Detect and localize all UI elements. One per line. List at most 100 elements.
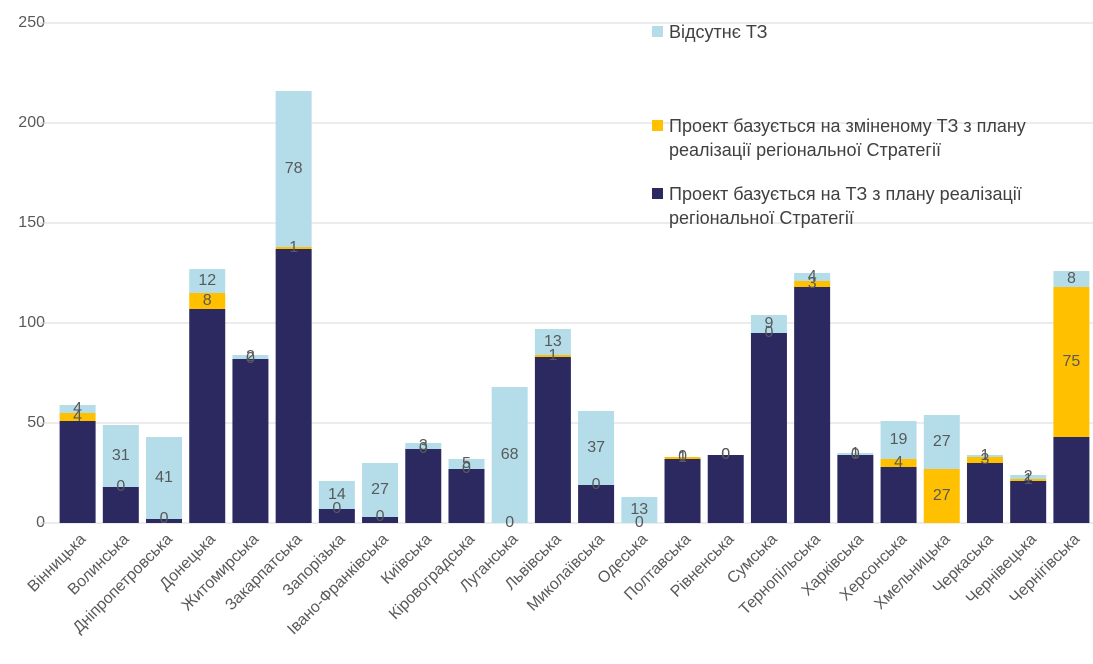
y-tick-label: 150 [18,214,45,231]
data-label: 9 [764,315,773,332]
x-tick-label: Миколаївська [524,531,608,615]
bar-segment [578,411,615,485]
y-tick-label: 50 [27,414,45,431]
data-label: 8 [203,292,212,309]
bar-segment [794,281,831,287]
data-label: 0 [721,446,730,463]
data-label: 1 [981,447,990,464]
legend-swatch [652,26,663,37]
bar-segment [1053,271,1090,287]
data-label: 0 [376,508,385,525]
data-label: 3 [808,275,817,292]
data-label: 0 [635,514,644,531]
data-label: 3 [419,437,428,454]
data-label: 3 [981,451,990,468]
bar-segment [448,459,485,469]
y-tick-label: 200 [18,114,45,131]
bar-segment [405,449,442,523]
bar-segment [275,91,312,247]
bar-segment [1010,481,1047,523]
bar-segment [837,453,874,455]
data-label: 8 [1067,270,1076,287]
data-label: 4 [73,400,82,417]
data-label: 27 [933,433,951,450]
bar-segment [146,437,183,519]
bar-segment [59,421,96,523]
bar-segment [750,333,787,523]
bar-segment [189,309,226,523]
y-tick-label: 100 [18,314,45,331]
data-label: 0 [332,500,341,517]
bar-segment [491,387,528,523]
x-tick-label: Хмельницька [871,531,953,613]
data-label: 0 [116,478,125,495]
data-label: 1 [289,239,298,256]
data-label: 2 [1024,468,1033,485]
bar-segment [880,467,917,523]
bar-segment [707,455,744,523]
data-label: 0 [160,510,169,527]
bar-segment [362,517,399,523]
data-label: 1 [1024,471,1033,488]
bar-segment [923,415,960,469]
bar-segment [880,421,917,459]
bar-segment [362,463,399,517]
legend-label: Проект базується на ТЗ з плану реалізаці… [669,184,1022,228]
data-label: 0 [462,460,471,477]
data-label: 0 [851,446,860,463]
bar-segment [102,425,139,487]
data-label: 5 [462,455,471,472]
data-label: 12 [198,272,216,289]
bar-segment [59,413,96,421]
data-label: 14 [328,486,346,503]
legend-label: Проект базується на зміненому ТЗ з плану… [669,116,1026,160]
data-label: 0 [246,350,255,367]
data-label: 19 [890,431,908,448]
data-label: 31 [112,447,130,464]
data-label: 4 [73,408,82,425]
bar-segment [318,481,355,509]
data-label: 13 [630,501,648,518]
bar-segment [189,293,226,309]
bar-segment [966,457,1003,463]
bar-segment [189,269,226,293]
bar-segment [966,455,1003,457]
bar-segment [146,519,183,523]
bar-segment [534,357,571,523]
data-label: 4 [808,268,817,285]
data-label: 13 [544,333,562,350]
bar-segment [275,249,312,523]
data-label: 1 [548,347,557,364]
bar-segment [275,247,312,249]
bar-segment [534,329,571,355]
bar-segment [59,405,96,413]
bar-segment [448,469,485,523]
bar-segment [232,355,269,359]
bar-segment [794,287,831,523]
legend-entry: Відсутнє ТЗ [652,20,1092,44]
bar-segment [664,459,701,523]
data-label: 4 [894,454,903,471]
legend-entry: Проект базується на зміненому ТЗ з плану… [652,114,1092,162]
data-label: 68 [501,446,519,463]
legend-swatch [652,120,663,131]
x-tick-label: Закарпатська [222,531,305,614]
x-tick-label: Житомирська [179,531,263,615]
bar-segment [750,315,787,333]
bar-segment [923,469,960,523]
data-label: 27 [371,481,389,498]
bar-segment [664,457,701,459]
legend-swatch [652,188,663,199]
data-label: 2 [246,348,255,365]
bar-segment [966,463,1003,523]
bar-segment [1053,437,1090,523]
legend-label: Відсутнє ТЗ [669,22,768,42]
legend: Відсутнє ТЗ Проект базується на зміненому… [652,20,1092,230]
data-label: 75 [1062,353,1080,370]
data-label: 0 [678,448,687,465]
bar-segment [102,487,139,523]
data-label: 1 [678,449,687,466]
data-label: 0 [764,324,773,341]
bar-segment [794,273,831,281]
